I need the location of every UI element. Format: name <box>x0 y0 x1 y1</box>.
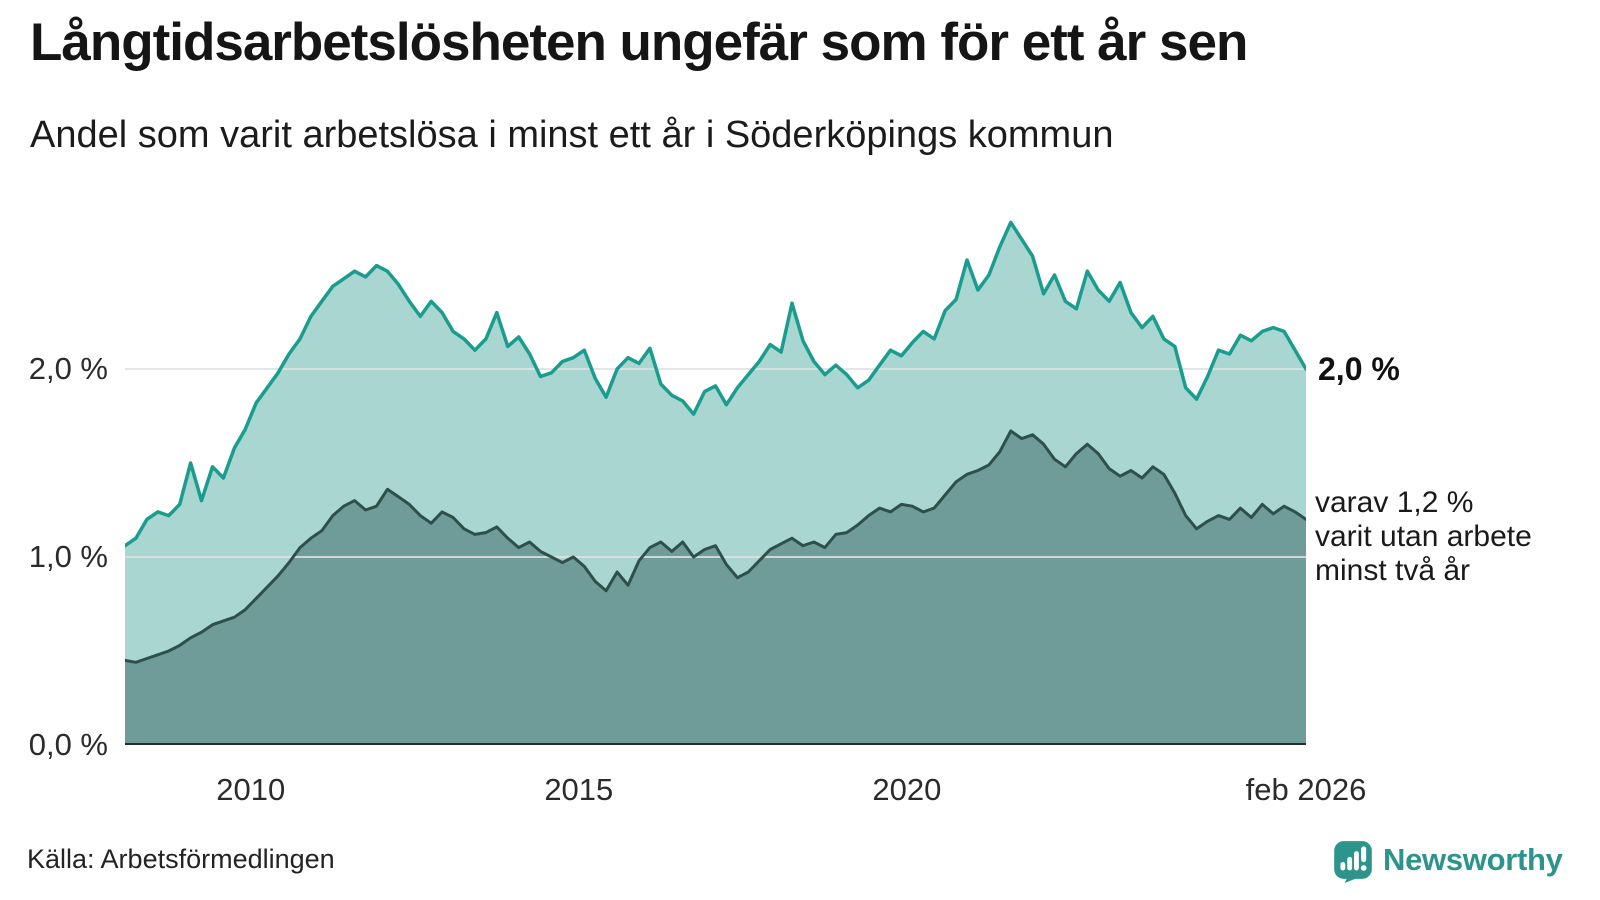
line-series-1 <box>125 220 1306 548</box>
y-axis-label-1-0: 1,0 % <box>28 539 108 574</box>
speech-bubble-shape <box>1334 841 1372 883</box>
series2-annotation-line2: varit utan arbete <box>1315 520 1532 553</box>
x-axis-label-2010: 2010 <box>216 772 286 807</box>
series2-annotation-line1: varav 1,2 % <box>1315 486 1474 519</box>
y-axis-label-2-0: 2,0 % <box>28 351 108 386</box>
series1-end-value-label: 2,0 % <box>1318 351 1400 387</box>
exclamation-bar <box>1361 846 1367 863</box>
x-axis-label-feb-2026: feb 2026 <box>1245 772 1367 807</box>
bar-large <box>1354 851 1359 871</box>
bar-small <box>1340 862 1346 871</box>
y-axis-label-0-0: 0,0 % <box>28 727 108 762</box>
page-subtitle: Andel som varit arbetslösa i minst ett å… <box>30 114 1114 156</box>
bar-medium <box>1347 856 1353 871</box>
exclamation-dot <box>1360 865 1367 871</box>
series2-end-annotation: varav 1,2 % varit utan arbete minst två … <box>1315 486 1532 588</box>
area-chart-plot <box>125 220 1306 745</box>
newsworthy-logo-icon <box>1334 841 1372 883</box>
source-credit: Källa: Arbetsförmedlingen <box>27 844 335 874</box>
newsworthy-logo-text: Newsworthy <box>1383 842 1563 877</box>
x-axis-label-2015: 2015 <box>544 772 614 807</box>
page-title: Långtidsarbetslösheten ungefär som för e… <box>30 13 1248 72</box>
series2-annotation-line3: minst två år <box>1315 554 1471 587</box>
newsworthy-logo: Newsworthy <box>1332 837 1563 883</box>
line-series-2 <box>125 429 1306 664</box>
x-axis-label-2020: 2020 <box>872 772 942 807</box>
area-series-2 <box>125 431 1306 745</box>
